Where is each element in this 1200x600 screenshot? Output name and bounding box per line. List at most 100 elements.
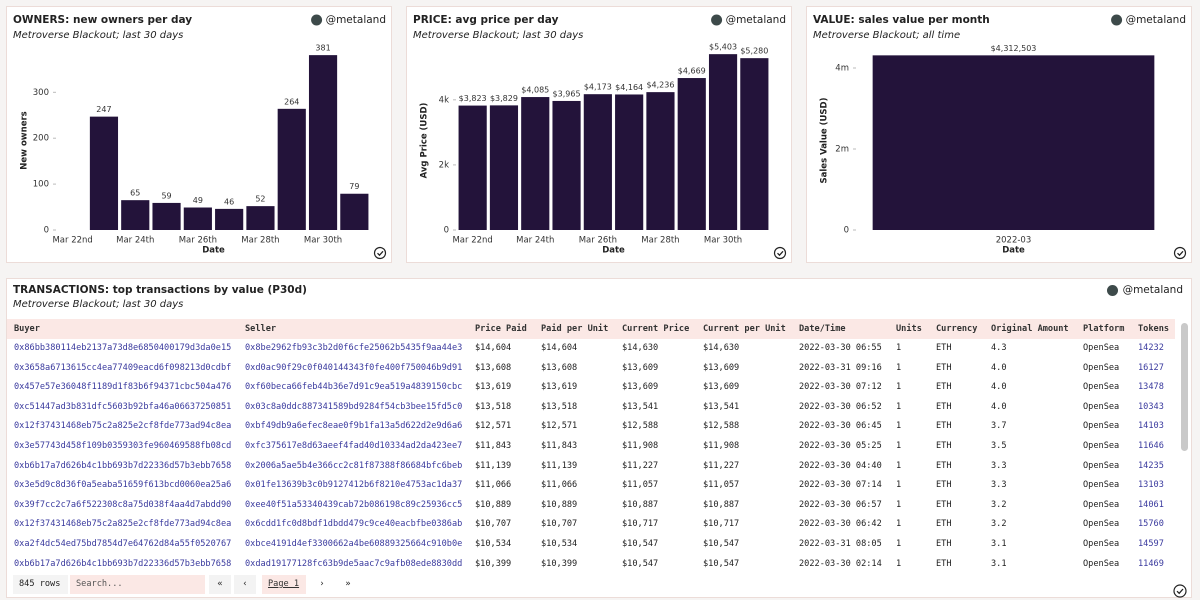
scrollbar[interactable] [1181,323,1188,451]
table-cell: $10,717 [622,519,659,530]
table-cell: ETH [936,401,952,412]
table-cell[interactable]: 15760 [1138,519,1164,530]
bar [152,202,181,230]
table-cell: 1 [896,558,902,569]
table-cell: 2022-03-30 06:57 [799,499,882,510]
check-mark [1177,250,1184,257]
value-label: 79 [349,182,359,191]
search-box[interactable]: Search... [70,575,205,594]
table-cell: $11,227 [622,460,659,471]
avatar [711,14,723,26]
table-cell[interactable]: 16127 [1138,362,1164,373]
table-cell[interactable]: 11646 [1138,441,1164,451]
table-cell: $14,604 [541,343,578,353]
table-cell: $11,066 [475,480,512,491]
table-cell[interactable]: 0x2006a5ae5b4e366cc2c81f87388f86684bfc6b… [245,460,463,471]
owners-panel: OWNERS: new owners per day Metroverse Bla… [6,6,392,263]
table-cell[interactable]: 0x457e57e36048f1189d1f83b6f94371cbc504a4… [14,382,232,393]
table-cell[interactable]: 13103 [1138,480,1164,491]
y-tick-label: 200 [33,134,49,144]
bar [183,207,212,230]
x-tick-label: Mar 24th [516,236,554,246]
table-cell: OpenSea [1083,499,1120,510]
table-cell[interactable]: 0xd0ac90f29c0f040144343f0fe400f750046b9d… [245,362,463,373]
table-cell: $10,547 [703,558,740,569]
table-cell[interactable]: 14103 [1138,421,1164,432]
y-axis-label: New owners [20,111,30,169]
table-cell: OpenSea [1083,460,1120,471]
table-cell[interactable]: 14597 [1138,539,1164,549]
chart: VALUE: sales value per month Metroverse B… [813,14,1187,260]
table-cell: 1 [896,401,902,412]
table-cell: $12,571 [541,421,578,432]
y-tick-label: 100 [33,180,49,190]
table-cell[interactable]: 0x12f37431468eb75c2a825e2cf8fde773ad94c8… [14,421,232,432]
table-cell[interactable]: 0xc51447ad3b831dfc5603b92bfa46a066372508… [14,401,232,412]
table-cell: ETH [936,539,952,549]
table-cell[interactable]: 0x39f7cc2c7a6f522308c8a75d038f4aa4d7abdd… [14,499,232,510]
page-indicator[interactable]: Page 1 [262,575,306,594]
table-cell[interactable]: 0xbf49db9a6efec8eae0f9b1fa13a5d622d2e9d6… [245,421,463,432]
table-cell: 3.1 [991,558,1007,569]
table-cell: 1 [896,382,902,393]
table-cell: 3.2 [991,499,1007,510]
table-cell[interactable]: 0xf60beca66feb44b36e7d91c9ea519a4839150c… [245,382,463,393]
table-cell: 2022-03-30 04:40 [799,460,882,471]
table-cell: $11,066 [541,480,578,491]
table-cell[interactable]: 13478 [1138,382,1164,393]
table-cell[interactable]: 0xdad19177128fc63b9de5aac7c9afb08ede8830… [245,558,463,569]
table-cell[interactable]: 0xb6b17a7d626b4c1bb693b7d22336d57b3ebb76… [14,460,232,471]
check-mark [377,250,384,257]
table-cell[interactable]: 0x8be2962fb93c3b2d0f6cfe25062b5435f9aa44… [245,343,463,353]
table-cell[interactable]: 0x86bb380114eb2137a73d8e6850400179d3da0e… [14,343,232,353]
bar [872,55,1155,230]
last-page-button[interactable]: » [337,575,359,594]
table-cell[interactable]: 0x3658a6713615cc4ea77409eacd6f098213d0cd… [14,362,232,373]
table-cell[interactable]: 11469 [1138,558,1164,569]
table-cell[interactable]: 14061 [1138,499,1164,510]
table-cell: $10,887 [622,499,659,510]
table-cell: $10,707 [541,519,578,530]
table-cell[interactable]: 0xbce4191d4ef3300662a4be60889325664c910b… [245,539,463,549]
chart-title: VALUE: sales value per month [813,14,990,26]
table-cell[interactable]: 0x3e5d9c8d36f0a5eaba51659f613bcd0060ea25… [14,480,232,491]
table-cell: OpenSea [1083,362,1120,373]
table-cell: 1 [896,499,902,510]
table-cell[interactable]: 0xa2f4dc54ed75bd7854d7e64762d84a55f05207… [14,539,232,549]
table-cell: 1 [896,480,902,491]
table-cell: 4.0 [991,401,1007,412]
table-cell[interactable]: 0xb6b17a7d626b4c1bb693b7d22336d57b3ebb76… [14,558,232,569]
table-cell[interactable]: 0x12f37431468eb75c2a825e2cf8fde773ad94c8… [14,519,232,530]
bar [521,97,550,230]
prev-page-button[interactable]: ‹ [234,575,256,594]
table-cell[interactable]: 10343 [1138,401,1164,412]
table-cell[interactable]: 0xee40f51a53340439cab72b086198c89c25936c… [245,499,463,510]
bar [489,105,519,230]
first-page-button[interactable]: « [209,575,231,594]
x-tick-label: Mar 28th [641,236,679,246]
next-page-button[interactable]: › [311,575,333,594]
avatar [1106,284,1118,296]
y-tick-label: 2k [439,160,449,170]
table-cell: OpenSea [1083,343,1120,353]
value-label: $4,669 [678,67,706,76]
table-cell: 3.5 [991,441,1007,451]
table-cell: 3.1 [991,539,1007,549]
table-handle[interactable]: @metaland [1106,284,1183,296]
table-cell[interactable]: 0x01fe13639b3c0b9127412b6f8210e4753ac1da… [245,480,463,491]
table-cell[interactable]: 0x6cdd1fc0d8bdf1dbdd479c9ce40eacbfbe0386… [245,519,463,530]
bar [583,94,612,230]
table-cell: $13,609 [703,362,740,373]
x-axis-label: Date [202,246,225,256]
table-cell[interactable]: 0x3e57743d458f109b0359303fe960469588fb08… [14,441,232,451]
table-cell[interactable]: 0x03c8a0ddc887341589bd9284f54cb3bee15fd5… [245,401,463,412]
table-cell[interactable]: 14232 [1138,343,1164,353]
x-tick-label: Mar 22nd [452,236,492,246]
chart-title: PRICE: avg price per day [413,14,559,26]
table-subtitle: Metroverse Blackout; last 30 days [13,299,184,310]
table-cell: $14,604 [475,343,512,353]
bar [552,100,581,230]
table-cell[interactable]: 0xfc375617e8d63aeef4fad40d10334ad2da423e… [245,441,463,451]
value-label: $5,403 [709,43,737,52]
table-cell[interactable]: 14235 [1138,460,1164,471]
